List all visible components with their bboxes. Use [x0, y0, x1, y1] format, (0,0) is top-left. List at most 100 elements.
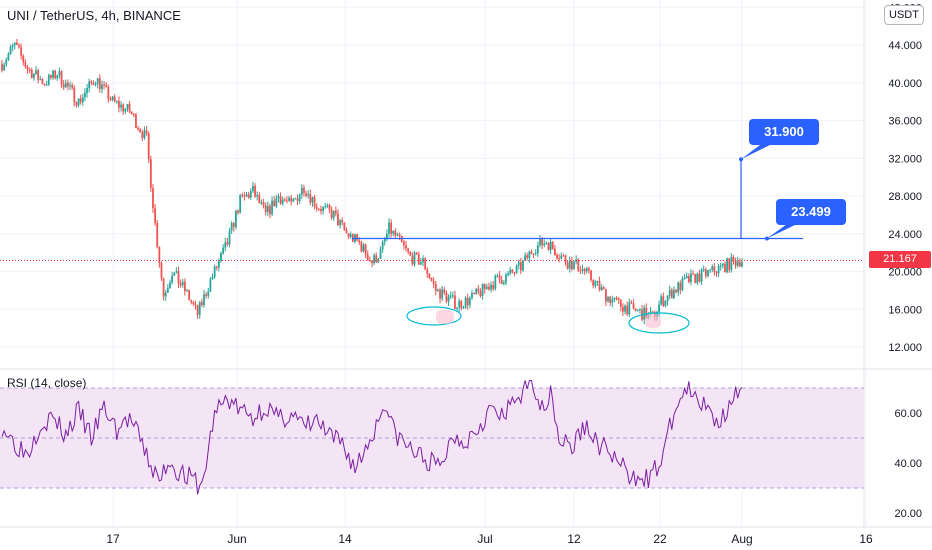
candle-body	[428, 273, 431, 278]
candle-body	[207, 291, 210, 296]
candle-body	[126, 103, 129, 109]
candle-body	[609, 296, 612, 303]
candle-body	[441, 289, 444, 299]
candle-body	[198, 302, 201, 315]
candle-body	[734, 260, 737, 266]
candle-body	[651, 311, 654, 313]
currency-badge[interactable]: USDT	[884, 5, 924, 25]
candle-body	[73, 87, 76, 103]
candle-body	[600, 287, 603, 291]
candle-body	[258, 195, 261, 204]
candle-body	[75, 102, 78, 106]
candle-body	[479, 291, 482, 297]
candle-body	[596, 281, 599, 283]
candle-body	[519, 262, 522, 271]
candle-body	[120, 104, 122, 108]
candle-body	[719, 265, 722, 267]
candle-body	[230, 223, 233, 231]
candle-body	[585, 268, 588, 272]
candle-body	[147, 133, 150, 160]
candle-body	[579, 270, 582, 272]
candle-body	[717, 266, 720, 274]
rsi-axis-tick: 60.00	[894, 408, 922, 420]
candle-body	[358, 240, 361, 243]
rsi-title: RSI (14, close)	[7, 376, 87, 390]
candle-body	[128, 103, 131, 112]
double-bottom-left	[406, 306, 462, 326]
candle-body	[692, 273, 694, 275]
candle-body	[109, 99, 112, 101]
candle-body	[305, 193, 307, 196]
candle-body	[437, 289, 439, 291]
candle-body	[551, 241, 554, 249]
candle-body	[573, 262, 575, 270]
candle-body	[673, 289, 675, 299]
candle-body	[598, 281, 601, 291]
candle-body	[405, 245, 407, 249]
candle-body	[738, 261, 741, 267]
time-axis-tick: 14	[338, 532, 352, 546]
candle-body	[264, 205, 267, 212]
candle-body	[632, 303, 635, 309]
candle-body	[96, 78, 99, 84]
candle-body	[3, 64, 6, 71]
candle-body	[101, 84, 103, 90]
candle-body	[220, 253, 222, 261]
candle-body	[11, 45, 14, 48]
candle-body	[67, 82, 69, 87]
candle-body	[326, 205, 329, 207]
candle-body	[568, 260, 571, 269]
candle-body	[98, 78, 101, 90]
candle-body	[58, 71, 61, 76]
candle-body	[317, 208, 320, 210]
candle-body	[462, 307, 465, 309]
candle-body	[269, 205, 271, 215]
candle-body	[505, 274, 507, 283]
candle-body	[262, 202, 265, 206]
candle-body	[447, 296, 450, 302]
candle-body	[471, 293, 473, 299]
candle-body	[239, 194, 242, 213]
candle-body	[736, 261, 739, 266]
candle-body	[228, 230, 231, 245]
candle-body	[313, 197, 316, 207]
candle-body	[696, 273, 699, 283]
candle-body	[309, 194, 312, 203]
candle-body	[1, 63, 3, 71]
candle-body	[188, 290, 191, 301]
candle-body	[124, 108, 127, 112]
candle-body	[666, 295, 669, 302]
candle-body	[677, 282, 680, 293]
candle-body	[118, 101, 120, 108]
candle-body	[252, 185, 254, 192]
candle-body	[522, 260, 524, 271]
candle-body	[145, 130, 148, 134]
candle-body	[381, 241, 384, 250]
target-label: 31.900	[749, 119, 819, 145]
candle-body	[156, 222, 159, 247]
candle-body	[139, 129, 142, 133]
candle-body	[166, 287, 169, 293]
candle-body	[566, 262, 569, 269]
candle-body	[260, 202, 263, 204]
time-axis-tick: Jul	[477, 532, 492, 546]
candle-body	[645, 307, 648, 319]
candle-body	[254, 185, 256, 197]
candle-body	[9, 47, 12, 54]
candle-body	[343, 222, 346, 230]
candle-body	[362, 244, 365, 252]
candle-body	[626, 305, 629, 315]
candle-body	[222, 247, 225, 254]
candle-body	[292, 199, 295, 202]
candle-body	[721, 263, 724, 266]
candle-body	[445, 292, 448, 302]
candle-body	[675, 289, 677, 293]
symbol-title: UNI / TetherUS, 4h, BINANCE	[7, 8, 181, 23]
time-axis-tick: 22	[653, 532, 667, 546]
candle-body	[481, 283, 484, 297]
candle-body	[62, 84, 65, 88]
candle-body	[394, 230, 397, 236]
candle-body	[215, 266, 218, 268]
candle-body	[22, 55, 25, 63]
